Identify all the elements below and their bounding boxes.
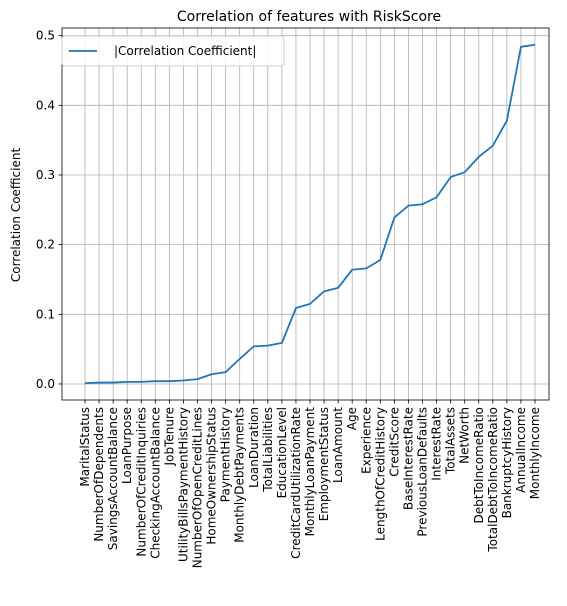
- x-tick-label: TotalAssets: [444, 407, 458, 475]
- x-tick-label: JobTenure: [162, 407, 176, 466]
- x-tick-label: MonthlyDebtPayments: [233, 407, 247, 543]
- x-tick-label: CreditCardUtilizationRate: [289, 407, 303, 559]
- y-tick-label: 0.5: [36, 29, 55, 43]
- y-tick-label: 0.1: [36, 307, 55, 321]
- x-tick-label: EmploymentStatus: [317, 407, 331, 521]
- x-tick-label: CreditScore: [387, 407, 401, 477]
- x-tick-label: NetWorth: [458, 407, 472, 464]
- x-tick-label: EducationLevel: [275, 407, 289, 498]
- x-tick-label: Age: [345, 407, 359, 430]
- y-tick-label: 0.0: [36, 377, 55, 391]
- x-tick-label: BaseInterestRate: [401, 407, 415, 510]
- x-tick-label: UtilityBillsPaymentHistory: [176, 407, 190, 562]
- x-tick-label: SavingsAccountBalance: [106, 407, 120, 550]
- x-tick-label: TotalDebtToIncomeRatio: [486, 407, 500, 553]
- x-tick-label: MaritalStatus: [78, 407, 92, 487]
- x-tick-label: AnnualIncome: [514, 407, 528, 493]
- x-tick-label: Experience: [359, 407, 373, 474]
- x-tick-label: NumberOfDependents: [92, 407, 106, 542]
- x-tick-label: PreviousLoanDefaults: [416, 407, 430, 537]
- axes-frame: [61, 27, 550, 401]
- x-tick-label: DebtToIncomeRatio: [472, 407, 486, 524]
- series-line: [84, 43, 536, 385]
- x-tick-label: MonthlyLoanPayment: [303, 407, 317, 537]
- y-tick-label: 0.3: [36, 168, 55, 182]
- x-tick-label: HomeOwnershipStatus: [205, 407, 219, 545]
- x-tick-label: TotalLiabilities: [261, 407, 275, 493]
- y-axis-label: Correlation Coefficient: [9, 148, 23, 283]
- x-tick-label: CheckingAccountBalance: [148, 407, 162, 559]
- plot-area: [61, 27, 550, 401]
- y-tick-label: 0.2: [36, 238, 55, 252]
- x-tick-label: LoanDuration: [247, 407, 261, 488]
- x-tick-label: LoanAmount: [331, 407, 345, 483]
- chart-title: Correlation of features with RiskScore: [177, 9, 441, 25]
- x-tick-label: MonthlyIncome: [528, 407, 542, 499]
- legend-label: |Correlation Coefficient|: [114, 44, 256, 58]
- legend-box: [61, 35, 285, 67]
- x-tick-label: LoanPurpose: [120, 407, 134, 484]
- y-tick-label: 0.4: [36, 98, 55, 112]
- y-axis: 0.0 0.1 0.2 0.3 0.4 0.5: [36, 29, 62, 391]
- x-tick-label: PaymentHistory: [219, 407, 233, 502]
- x-tick-label: InterestRate: [430, 407, 444, 481]
- x-tick-label: NumberOfOpenCreditLines: [191, 407, 205, 568]
- x-axis: MaritalStatus NumberOfDependents SavingsAc…: [78, 400, 542, 568]
- grid-lines: [62, 28, 549, 400]
- x-tick-label: NumberOfCreditInquiries: [134, 407, 148, 557]
- x-tick-label: BankruptcyHistory: [500, 407, 514, 518]
- legend: |Correlation Coefficient|: [61, 35, 285, 67]
- x-tick-label: LengthOfCreditHistory: [373, 407, 387, 541]
